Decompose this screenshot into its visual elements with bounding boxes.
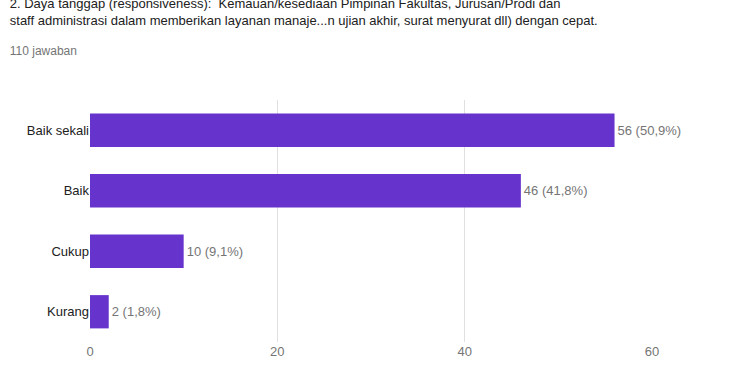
svg-text:56 (50,9%): 56 (50,9%) xyxy=(618,123,682,138)
svg-text:Baik: Baik xyxy=(64,183,90,198)
svg-text:10 (9,1%): 10 (9,1%) xyxy=(187,244,243,259)
svg-text:Kurang: Kurang xyxy=(47,304,89,319)
svg-text:20: 20 xyxy=(270,344,284,359)
svg-text:Cukup: Cukup xyxy=(51,244,89,259)
svg-text:40: 40 xyxy=(457,344,471,359)
svg-text:60: 60 xyxy=(645,344,659,359)
svg-text:0: 0 xyxy=(86,344,93,359)
svg-text:2. Daya tanggap (responsivenes: 2. Daya tanggap (responsiveness): Kemaua… xyxy=(10,0,598,28)
svg-text:110 jawaban: 110 jawaban xyxy=(10,44,77,58)
svg-text:Baik sekali: Baik sekali xyxy=(27,123,89,138)
svg-text:2 (1,8%): 2 (1,8%) xyxy=(112,304,161,319)
svg-text:46 (41,8%): 46 (41,8%) xyxy=(524,183,588,198)
